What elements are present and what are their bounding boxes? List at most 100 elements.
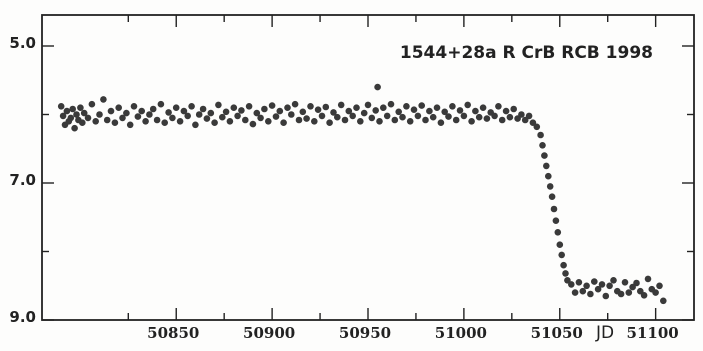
data-point (172, 104, 180, 111)
data-point (149, 105, 157, 113)
tick-labels: 50850 50900 50950 51000 51050 51100 5.0 7.0 9.0 (9, 34, 678, 342)
data-point (598, 281, 606, 288)
data-point (429, 113, 437, 121)
data-point (268, 102, 276, 109)
data-point (326, 119, 333, 126)
data-point (533, 123, 541, 131)
data-point (410, 106, 418, 113)
data-point (226, 118, 234, 125)
data-point (652, 289, 659, 296)
data-point (195, 111, 203, 118)
data-point (376, 118, 383, 125)
data-point (374, 83, 381, 91)
data-point (452, 116, 460, 124)
data-point (288, 111, 295, 118)
data-point (564, 277, 571, 284)
data-point (199, 105, 207, 113)
y-tick-label: 7.0 (9, 171, 36, 189)
data-point (307, 103, 314, 110)
data-point (230, 104, 238, 111)
x-tick-label: 50950 (339, 324, 391, 342)
data-point (518, 111, 525, 118)
y-tick-label: 5.0 (9, 34, 36, 52)
data-point (318, 112, 326, 120)
data-point (165, 109, 172, 116)
data-point (138, 107, 145, 115)
data-point (521, 116, 529, 124)
data-point (464, 101, 472, 109)
data-point (558, 251, 565, 259)
data-point (562, 270, 569, 277)
data-point (472, 107, 479, 115)
data-point (119, 114, 126, 122)
data-point (330, 109, 337, 116)
data-point (510, 105, 517, 113)
data-point (341, 116, 349, 124)
data-point (245, 103, 253, 110)
data-point (96, 111, 103, 118)
data-point (207, 109, 215, 117)
data-point (545, 172, 552, 180)
data-point (403, 103, 410, 110)
data-point (575, 279, 583, 286)
data-point (594, 285, 602, 293)
data-point (548, 193, 556, 200)
data-point (552, 217, 560, 224)
data-point (539, 142, 546, 149)
data-point (550, 205, 558, 213)
data-point (100, 96, 107, 103)
chart-title: 1544+28a R CrB RCB 1998 (400, 43, 653, 63)
data-point (111, 119, 119, 126)
data-point (629, 283, 636, 291)
data-point (345, 107, 353, 115)
data-point (134, 113, 142, 120)
data-point (546, 183, 554, 190)
data-point (437, 119, 445, 126)
data-point (107, 107, 115, 115)
data-point (640, 292, 648, 299)
data-point (284, 104, 291, 111)
data-point (115, 104, 122, 111)
data-point (73, 111, 80, 118)
data-point (59, 112, 67, 120)
data-point (234, 112, 241, 120)
data-point (161, 119, 168, 126)
data-point (176, 118, 184, 125)
data-point (656, 282, 663, 290)
data-point (387, 100, 395, 108)
data-point (126, 121, 134, 129)
data-point (414, 112, 422, 120)
data-point (364, 101, 372, 109)
data-point (583, 282, 590, 290)
data-point (130, 103, 138, 110)
data-point (502, 107, 510, 115)
data-point (188, 103, 195, 110)
data-point (380, 104, 387, 111)
data-point (602, 292, 610, 300)
x-tick-label: 51050 (531, 324, 583, 342)
data-point (479, 104, 487, 111)
data-point (383, 112, 391, 120)
data-points (57, 83, 667, 305)
data-point (625, 289, 633, 296)
data-point (180, 107, 188, 115)
data-point (644, 275, 652, 283)
data-point (322, 103, 330, 111)
data-point (192, 121, 199, 129)
data-point (77, 104, 84, 111)
data-point (498, 116, 506, 124)
x-tick-label: 51100 (627, 324, 679, 342)
data-point (184, 112, 191, 120)
data-point (146, 111, 153, 118)
data-point (311, 118, 318, 125)
data-point (103, 116, 111, 124)
data-point (541, 152, 548, 159)
data-point (153, 116, 161, 124)
data-point (88, 100, 96, 108)
data-point (272, 113, 280, 120)
data-point (449, 103, 456, 110)
data-point (495, 103, 502, 110)
data-point (249, 120, 257, 128)
